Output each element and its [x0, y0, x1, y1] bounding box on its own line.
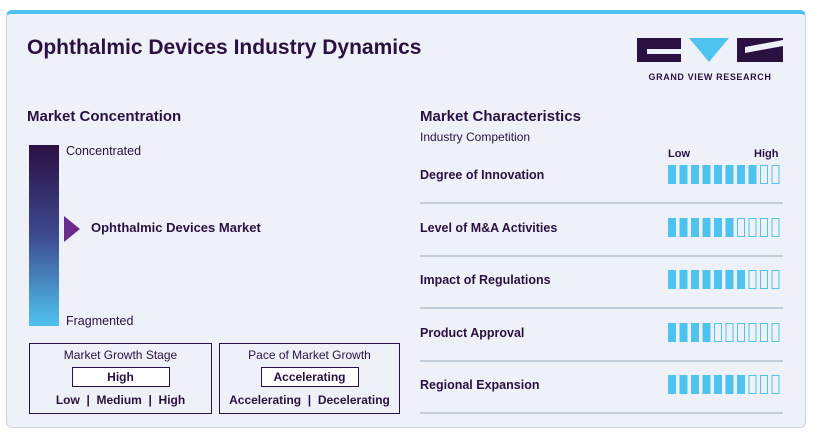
rating-segment-filled [679, 270, 688, 289]
pace-of-growth-value: Accelerating [260, 367, 359, 387]
rating-segment-empty [737, 322, 745, 342]
rating-segment-filled [668, 217, 676, 237]
rating-segment-empty [737, 217, 745, 237]
rating-segment-filled [725, 165, 734, 184]
rating-segment-filled [668, 270, 676, 289]
rating-segment-filled [714, 165, 722, 184]
growth-stage-title: Market Growth Stage [63, 348, 178, 362]
row-divider [420, 254, 783, 257]
characteristic-label: Impact of Regulations [420, 273, 551, 287]
rating-segment-empty [771, 165, 780, 184]
rating-segment-empty [760, 270, 768, 289]
rating-segment-empty [748, 375, 757, 394]
rating-segment-filled [702, 270, 711, 289]
pace-of-growth-title: Pace of Market Growth [248, 348, 371, 362]
rating-segment-filled [737, 270, 745, 289]
rating-high-label: High [754, 148, 779, 160]
rating-bar [668, 217, 786, 237]
rating-segment-empty [771, 322, 780, 342]
rating-segment-filled [679, 217, 688, 237]
rating-segment-filled [668, 322, 676, 342]
rating-segment-empty [760, 322, 768, 342]
rating-segment-empty [725, 322, 734, 342]
pace-of-growth-box: Pace of Market Growth Accelerating Accel… [219, 343, 400, 414]
rating-segment-empty [771, 217, 780, 237]
page-title: Ophthalmic Devices Industry Dynamics [27, 36, 422, 59]
rating-segment-filled [725, 375, 734, 394]
rating-segment-empty [748, 217, 757, 237]
rating-bar [668, 322, 786, 342]
logo-text: GRAND VIEW RESEARCH [648, 72, 772, 82]
characteristic-label: Regional Expansion [420, 378, 540, 392]
grand-view-research-logo: GRAND VIEW RESEARCH [637, 36, 787, 90]
gvr-logo-icon [637, 38, 783, 62]
rating-segment-empty [771, 375, 780, 394]
rating-low-label: Low [668, 148, 690, 160]
concentrated-label: Concentrated [66, 144, 142, 158]
rating-segment-filled [725, 270, 734, 289]
rating-bar [668, 375, 786, 394]
rating-segment-empty [771, 270, 780, 289]
rating-segment-empty [748, 270, 757, 289]
rating-segment-filled [691, 217, 699, 237]
rating-segment-filled [702, 375, 711, 394]
industry-competition-subheading: Industry Competition [420, 130, 531, 144]
row-divider [420, 202, 783, 204]
rating-segment-filled [737, 165, 745, 184]
market-growth-stage-box: Market Growth Stage High Low | Medium | … [29, 343, 212, 414]
characteristic-label: Level of M&A Activities [420, 220, 558, 235]
market-concentration-heading: Market Concentration [27, 108, 182, 125]
pace-of-growth-options: Accelerating | Decelerating [229, 393, 390, 407]
rating-segment-empty [714, 322, 722, 342]
rating-segment-empty [760, 165, 768, 184]
market-characteristics-heading: Market Characteristics [420, 108, 581, 125]
rating-segment-filled [714, 375, 722, 394]
row-divider [420, 412, 783, 414]
characteristic-label: Product Approval [420, 325, 525, 340]
market-position-label: Ophthalmic Devices Market [91, 220, 261, 235]
rating-segment-empty [760, 217, 768, 237]
rating-segment-filled [702, 322, 711, 342]
rating-segment-filled [725, 217, 734, 237]
rating-segment-filled [679, 322, 688, 342]
rating-segment-filled [702, 217, 711, 237]
rating-segment-filled [691, 375, 699, 394]
growth-stage-value: High [71, 367, 170, 387]
rating-segment-filled [714, 217, 722, 237]
rating-segment-filled [668, 165, 676, 184]
dynamics-card: Ophthalmic Devices Industry Dynamics GRA… [6, 10, 806, 428]
row-divider [420, 359, 783, 362]
characteristic-label: Degree of Innovation [420, 168, 545, 182]
rating-segment-filled [691, 322, 699, 342]
fragmented-label: Fragmented [66, 314, 134, 328]
row-divider [420, 307, 783, 309]
rating-bar [668, 270, 786, 289]
rating-bar [668, 165, 786, 184]
market-position-marker-icon [64, 216, 82, 242]
rating-segment-filled [679, 375, 688, 394]
concentration-gradient-bar [29, 145, 59, 326]
rating-segment-filled [679, 165, 688, 184]
rating-segment-filled [702, 165, 711, 184]
rating-segment-empty [760, 375, 768, 394]
rating-segment-filled [668, 375, 676, 394]
growth-stage-options: Low | Medium | High [55, 393, 186, 407]
rating-segment-empty [748, 322, 757, 342]
rating-segment-filled [714, 270, 722, 289]
rating-segment-filled [691, 165, 699, 184]
rating-segment-filled [748, 165, 757, 184]
rating-segment-filled [737, 375, 745, 394]
rating-segment-filled [691, 270, 699, 289]
